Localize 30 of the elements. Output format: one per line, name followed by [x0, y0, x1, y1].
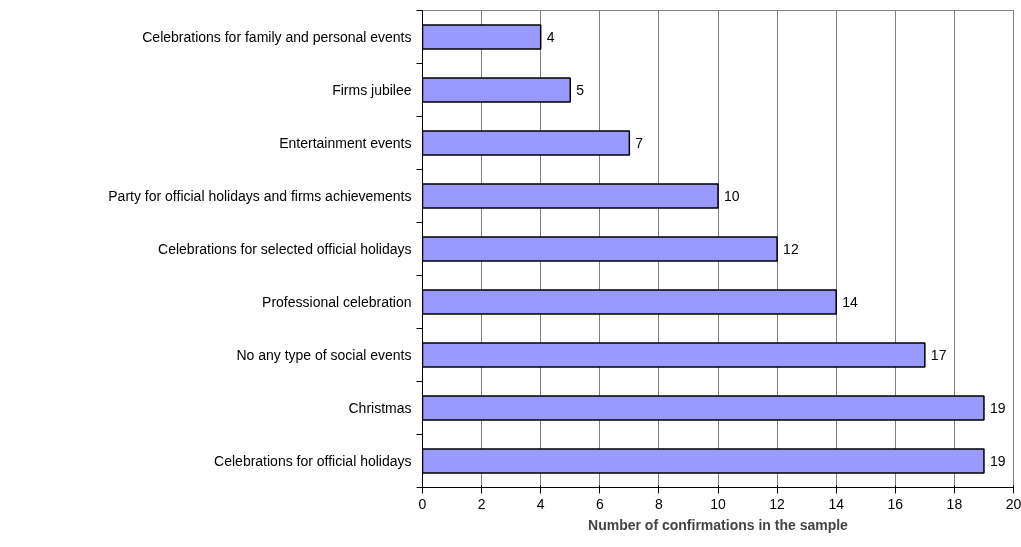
y-tick-label: No any type of social events: [236, 347, 412, 363]
data-label: 19: [989, 400, 1006, 416]
data-label: 10: [724, 188, 740, 204]
y-tick-label: Celebrations for family and personal events: [142, 29, 412, 45]
data-label: 17: [930, 347, 947, 363]
data-label: 14: [842, 294, 858, 310]
x-tick-label: 18: [946, 495, 963, 512]
y-tick-label: Professional celebration: [262, 294, 412, 310]
y-tick-label: Christmas: [348, 400, 412, 416]
data-label: 5: [576, 82, 585, 98]
x-tick-label: 2: [477, 495, 486, 512]
x-tick-label: 14: [828, 495, 845, 512]
data-label: 19: [989, 453, 1006, 469]
y-tick-label: Entertainment events: [279, 135, 412, 151]
x-tick-label: 10: [710, 495, 726, 512]
x-tick-label: 12: [769, 495, 786, 512]
x-tick-label: 4: [536, 495, 545, 512]
x-tick-label: 6: [595, 495, 604, 512]
data-label: 12: [783, 241, 799, 257]
data-label: 4: [546, 29, 555, 45]
y-tick-label: Party for official holidays and firms achievements: [108, 188, 412, 204]
x-tick-label: 8: [655, 495, 664, 512]
data-label: 7: [635, 135, 644, 151]
y-tick-label: Celebrations for selected official holidays: [158, 241, 412, 257]
x-tick-label: 20: [1005, 495, 1021, 512]
x-axis-title: Number of confirmations in the sample: [588, 516, 849, 533]
y-tick-label: Celebrations for official holidays: [214, 453, 412, 469]
x-tick-label: 0: [418, 495, 427, 512]
y-tick-label: Firms jubilee: [332, 82, 412, 98]
x-tick-label: 16: [887, 495, 904, 512]
